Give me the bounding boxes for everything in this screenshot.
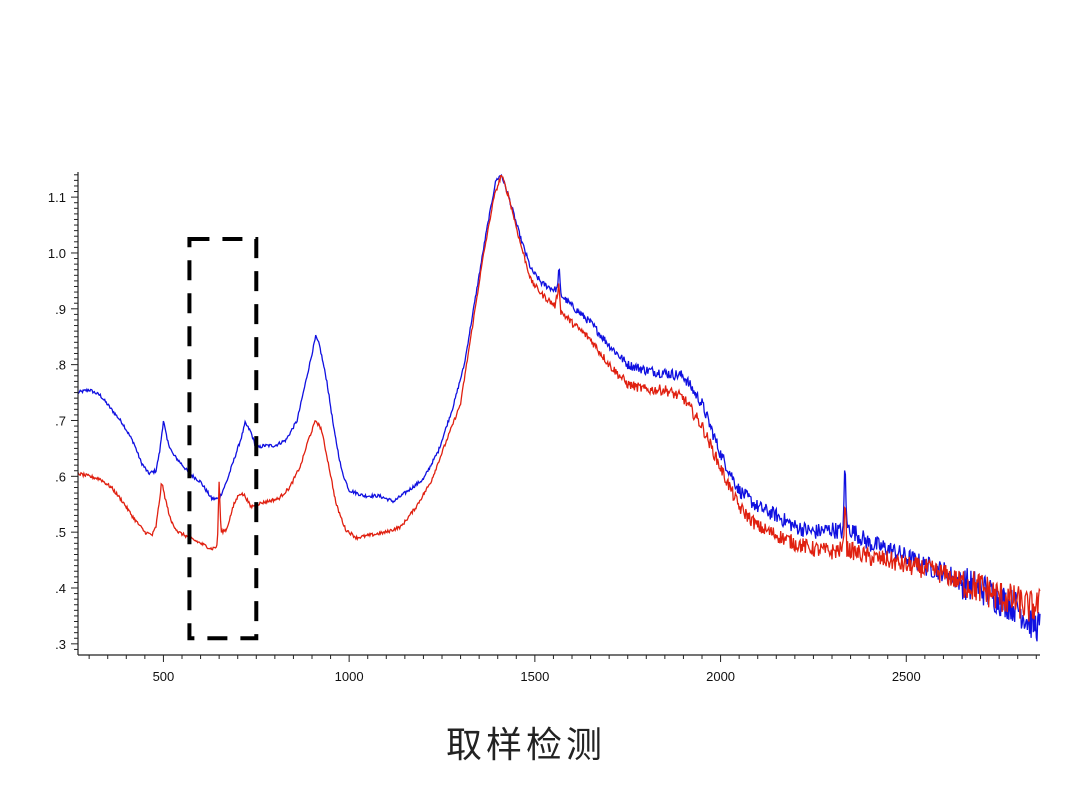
highlight-box — [187, 237, 259, 641]
x-tick-label: 2000 — [706, 669, 735, 684]
series-line-1 — [77, 174, 1041, 622]
x-tick-label: 500 — [153, 669, 175, 684]
x-tick-label: 1500 — [520, 669, 549, 684]
series-layer — [77, 173, 1041, 642]
series-line-0 — [77, 173, 1041, 642]
figure-caption: 取样检测 — [445, 725, 606, 766]
y-tick-label: .7 — [55, 413, 66, 428]
highlight-box-layer — [187, 237, 259, 641]
y-tick-label: .9 — [55, 302, 66, 317]
y-tick-label: 1.1 — [48, 190, 66, 205]
x-tick-label: 1000 — [335, 669, 364, 684]
y-tick-label: 1.0 — [48, 246, 66, 261]
y-tick-label: .6 — [55, 469, 66, 484]
x-tick-label: 2500 — [892, 669, 921, 684]
spectrum-chart: 500 1000 1500 2000 2500 .3 .4 .5 .6 .7 .8 .9 1.0 1.1 — [48, 172, 1041, 684]
y-tick-label: .3 — [55, 637, 66, 652]
axes-layer: 500 1000 1500 2000 2500 .3 .4 .5 .6 .7 .8 .9 1.0 1.1 — [48, 172, 1040, 684]
y-tick-label: .8 — [55, 358, 66, 373]
y-tick-label: .4 — [55, 581, 66, 596]
y-tick-label: .5 — [55, 525, 66, 540]
